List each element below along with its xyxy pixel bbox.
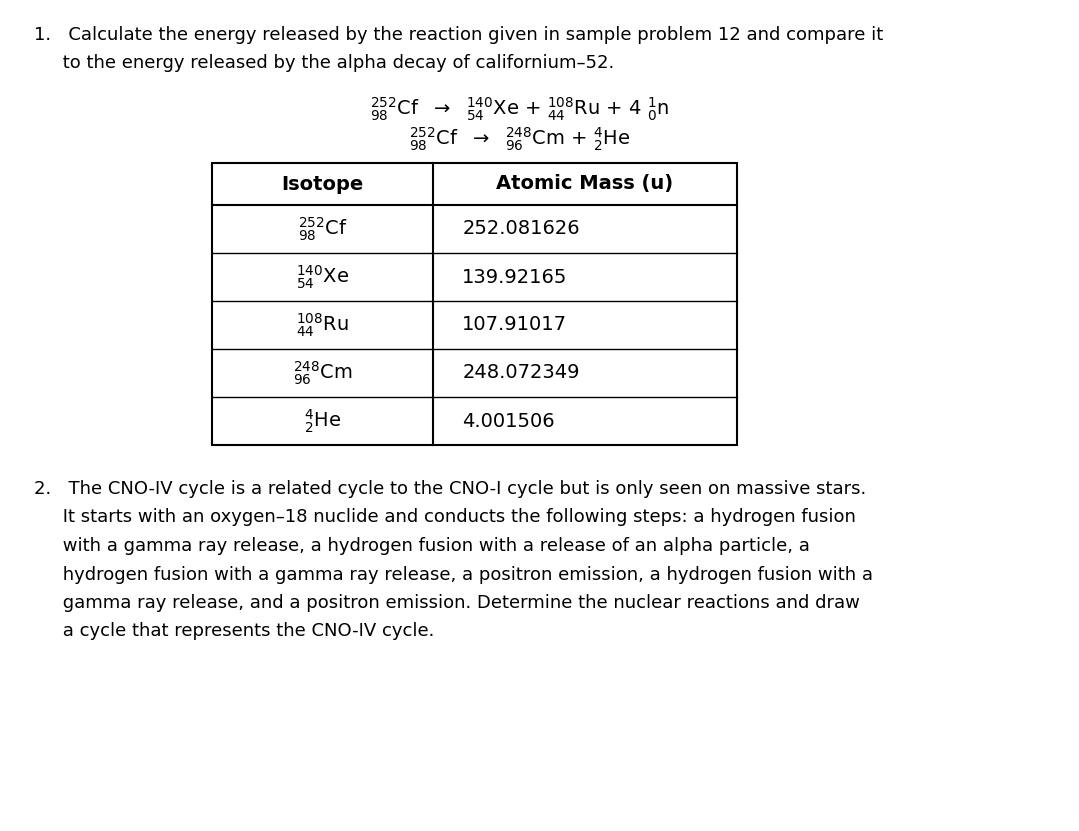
Text: a cycle that represents the CNO-IV cycle.: a cycle that represents the CNO-IV cycle… <box>33 622 434 641</box>
Text: $\mathregular{^{252}_{98}}$Cf  $\rightarrow$  $\mathregular{^{248}_{96}}$Cm + $\: $\mathregular{^{252}_{98}}$Cf $\rightarr… <box>409 126 630 154</box>
Text: $\mathregular{^{252}_{98}}$Cf: $\mathregular{^{252}_{98}}$Cf <box>298 215 347 243</box>
Text: 139.92165: 139.92165 <box>462 268 568 287</box>
Text: Isotope: Isotope <box>282 175 364 194</box>
Text: to the energy released by the alpha decay of californium–52.: to the energy released by the alpha deca… <box>33 54 614 72</box>
Text: $\mathregular{^{140}_{54}}$Xe: $\mathregular{^{140}_{54}}$Xe <box>296 263 350 291</box>
Text: 107.91017: 107.91017 <box>462 316 568 335</box>
Bar <box>211 163 737 445</box>
Text: $\mathregular{^{4}_{2}}$He: $\mathregular{^{4}_{2}}$He <box>304 407 341 435</box>
Text: 4.001506: 4.001506 <box>462 411 555 430</box>
Text: hydrogen fusion with a gamma ray release, a positron emission, a hydrogen fusion: hydrogen fusion with a gamma ray release… <box>33 566 873 583</box>
Text: 1.   Calculate the energy released by the reaction given in sample problem 12 an: 1. Calculate the energy released by the … <box>33 26 883 44</box>
Text: gamma ray release, and a positron emission. Determine the nuclear reactions and : gamma ray release, and a positron emissi… <box>33 594 860 612</box>
Text: $\mathregular{^{248}_{96}}$Cm: $\mathregular{^{248}_{96}}$Cm <box>292 359 353 386</box>
Text: $\mathregular{^{252}_{98}}$Cf  $\rightarrow$  $\mathregular{^{140}_{54}}$Xe + $\: $\mathregular{^{252}_{98}}$Cf $\rightarr… <box>370 96 669 123</box>
Text: 248.072349: 248.072349 <box>462 363 579 382</box>
Text: with a gamma ray release, a hydrogen fusion with a release of an alpha particle,: with a gamma ray release, a hydrogen fus… <box>33 537 809 555</box>
Text: 2.   The CNO-IV cycle is a related cycle to the CNO-I cycle but is only seen on : 2. The CNO-IV cycle is a related cycle t… <box>33 480 866 498</box>
Text: 252.081626: 252.081626 <box>462 219 579 238</box>
Text: It starts with an oxygen–18 nuclide and conducts the following steps: a hydrogen: It starts with an oxygen–18 nuclide and … <box>33 509 856 527</box>
Text: Atomic Mass (u): Atomic Mass (u) <box>496 175 673 194</box>
Text: $\mathregular{^{108}_{44}}$Ru: $\mathregular{^{108}_{44}}$Ru <box>296 312 349 339</box>
